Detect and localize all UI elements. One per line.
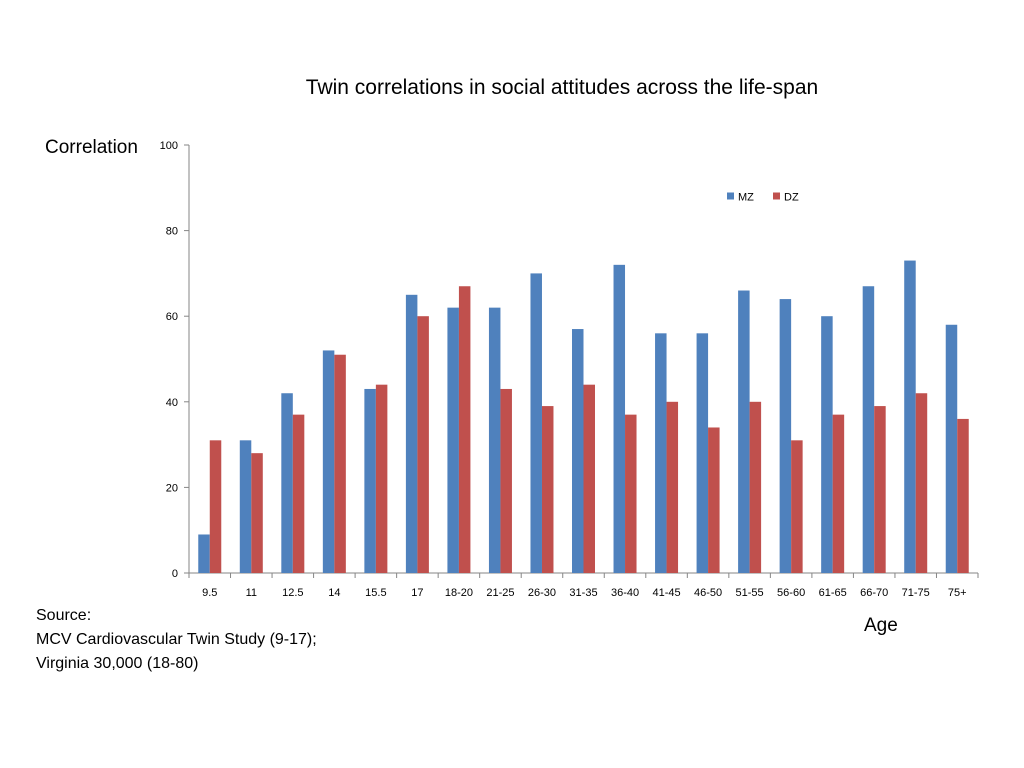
x-tick-label: 12.5 [282, 587, 303, 599]
x-tick-label: 41-45 [652, 587, 680, 599]
bar-mz [862, 286, 875, 573]
y-tick-label: 40 [166, 397, 178, 409]
legend-label: DZ [784, 192, 799, 204]
bar-dz [251, 453, 263, 573]
x-tick-label: 26-30 [528, 587, 556, 599]
bar-dz [666, 401, 679, 573]
bar-dz [749, 401, 762, 573]
bar-mz [904, 260, 916, 573]
x-tick-label: 61-65 [819, 587, 847, 599]
x-tick-label: 66-70 [860, 587, 888, 599]
y-tick-label: 60 [166, 311, 178, 323]
bar-dz [583, 384, 595, 573]
x-tick-label: 9.5 [202, 587, 217, 599]
bar-mz [322, 350, 335, 573]
x-tick-label: 56-60 [777, 587, 805, 599]
x-tick-label: 46-50 [694, 587, 722, 599]
bar-dz [417, 316, 429, 573]
bar-mz [945, 324, 958, 573]
bar-mz [281, 393, 293, 573]
source-line: MCV Cardiovascular Twin Study (9-17); [36, 631, 317, 648]
bar-mz [696, 333, 709, 573]
x-tick-label: 15.5 [365, 587, 386, 599]
legend-label: MZ [738, 192, 754, 204]
bar-dz [791, 440, 803, 573]
x-tick-label: 18-20 [445, 587, 473, 599]
y-axis-label: Correlation [45, 137, 138, 158]
bar-dz [209, 440, 222, 573]
bar-dz [375, 384, 388, 573]
source-line: Virginia 30,000 (18-80) [36, 655, 199, 672]
x-tick-label: 31-35 [569, 587, 597, 599]
x-axis-label: Age [864, 615, 898, 636]
y-tick-label: 0 [172, 568, 178, 580]
bar-mz [613, 264, 626, 573]
bar-mz [405, 294, 418, 573]
bar-dz [625, 414, 637, 573]
x-tick-label: 11 [246, 587, 257, 599]
bar-dz [458, 286, 471, 573]
bar-mz [239, 440, 252, 573]
source-line: Source: [36, 607, 92, 624]
bar-dz [500, 388, 512, 573]
bar-mz [572, 329, 584, 573]
chart-title: Twin correlations in social attitudes ac… [305, 76, 819, 99]
y-tick-label: 100 [160, 140, 178, 152]
bar-mz [779, 299, 792, 573]
bar-mz [530, 273, 542, 573]
x-tick-label: 14 [328, 587, 340, 599]
bar-dz [874, 406, 886, 573]
y-tick-label: 80 [166, 226, 178, 238]
bar-mz [738, 290, 750, 573]
bar-mz [198, 534, 210, 573]
x-tick-label: 36-40 [611, 587, 639, 599]
bar-dz [334, 354, 346, 573]
x-tick-label: 75+ [948, 587, 967, 599]
bar-dz [708, 427, 720, 573]
bar-mz [364, 388, 376, 573]
legend-swatch [773, 192, 780, 200]
legend-swatch [727, 192, 734, 200]
bar-dz [957, 418, 969, 573]
bar-mz [488, 307, 501, 573]
bar-dz [541, 406, 554, 573]
x-tick-label: 51-55 [736, 587, 764, 599]
bar-dz [832, 414, 845, 573]
bar-mz [447, 307, 459, 573]
bar-mz [821, 316, 833, 573]
bar-mz [655, 333, 667, 573]
bar-dz [292, 414, 305, 573]
x-tick-label: 17 [411, 587, 423, 599]
x-tick-label: 71-75 [902, 587, 930, 599]
bar-dz [915, 393, 928, 573]
y-tick-label: 20 [166, 482, 178, 494]
x-tick-label: 21-25 [486, 587, 514, 599]
source-note: Source: MCV Cardiovascular Twin Study (9… [36, 604, 317, 676]
